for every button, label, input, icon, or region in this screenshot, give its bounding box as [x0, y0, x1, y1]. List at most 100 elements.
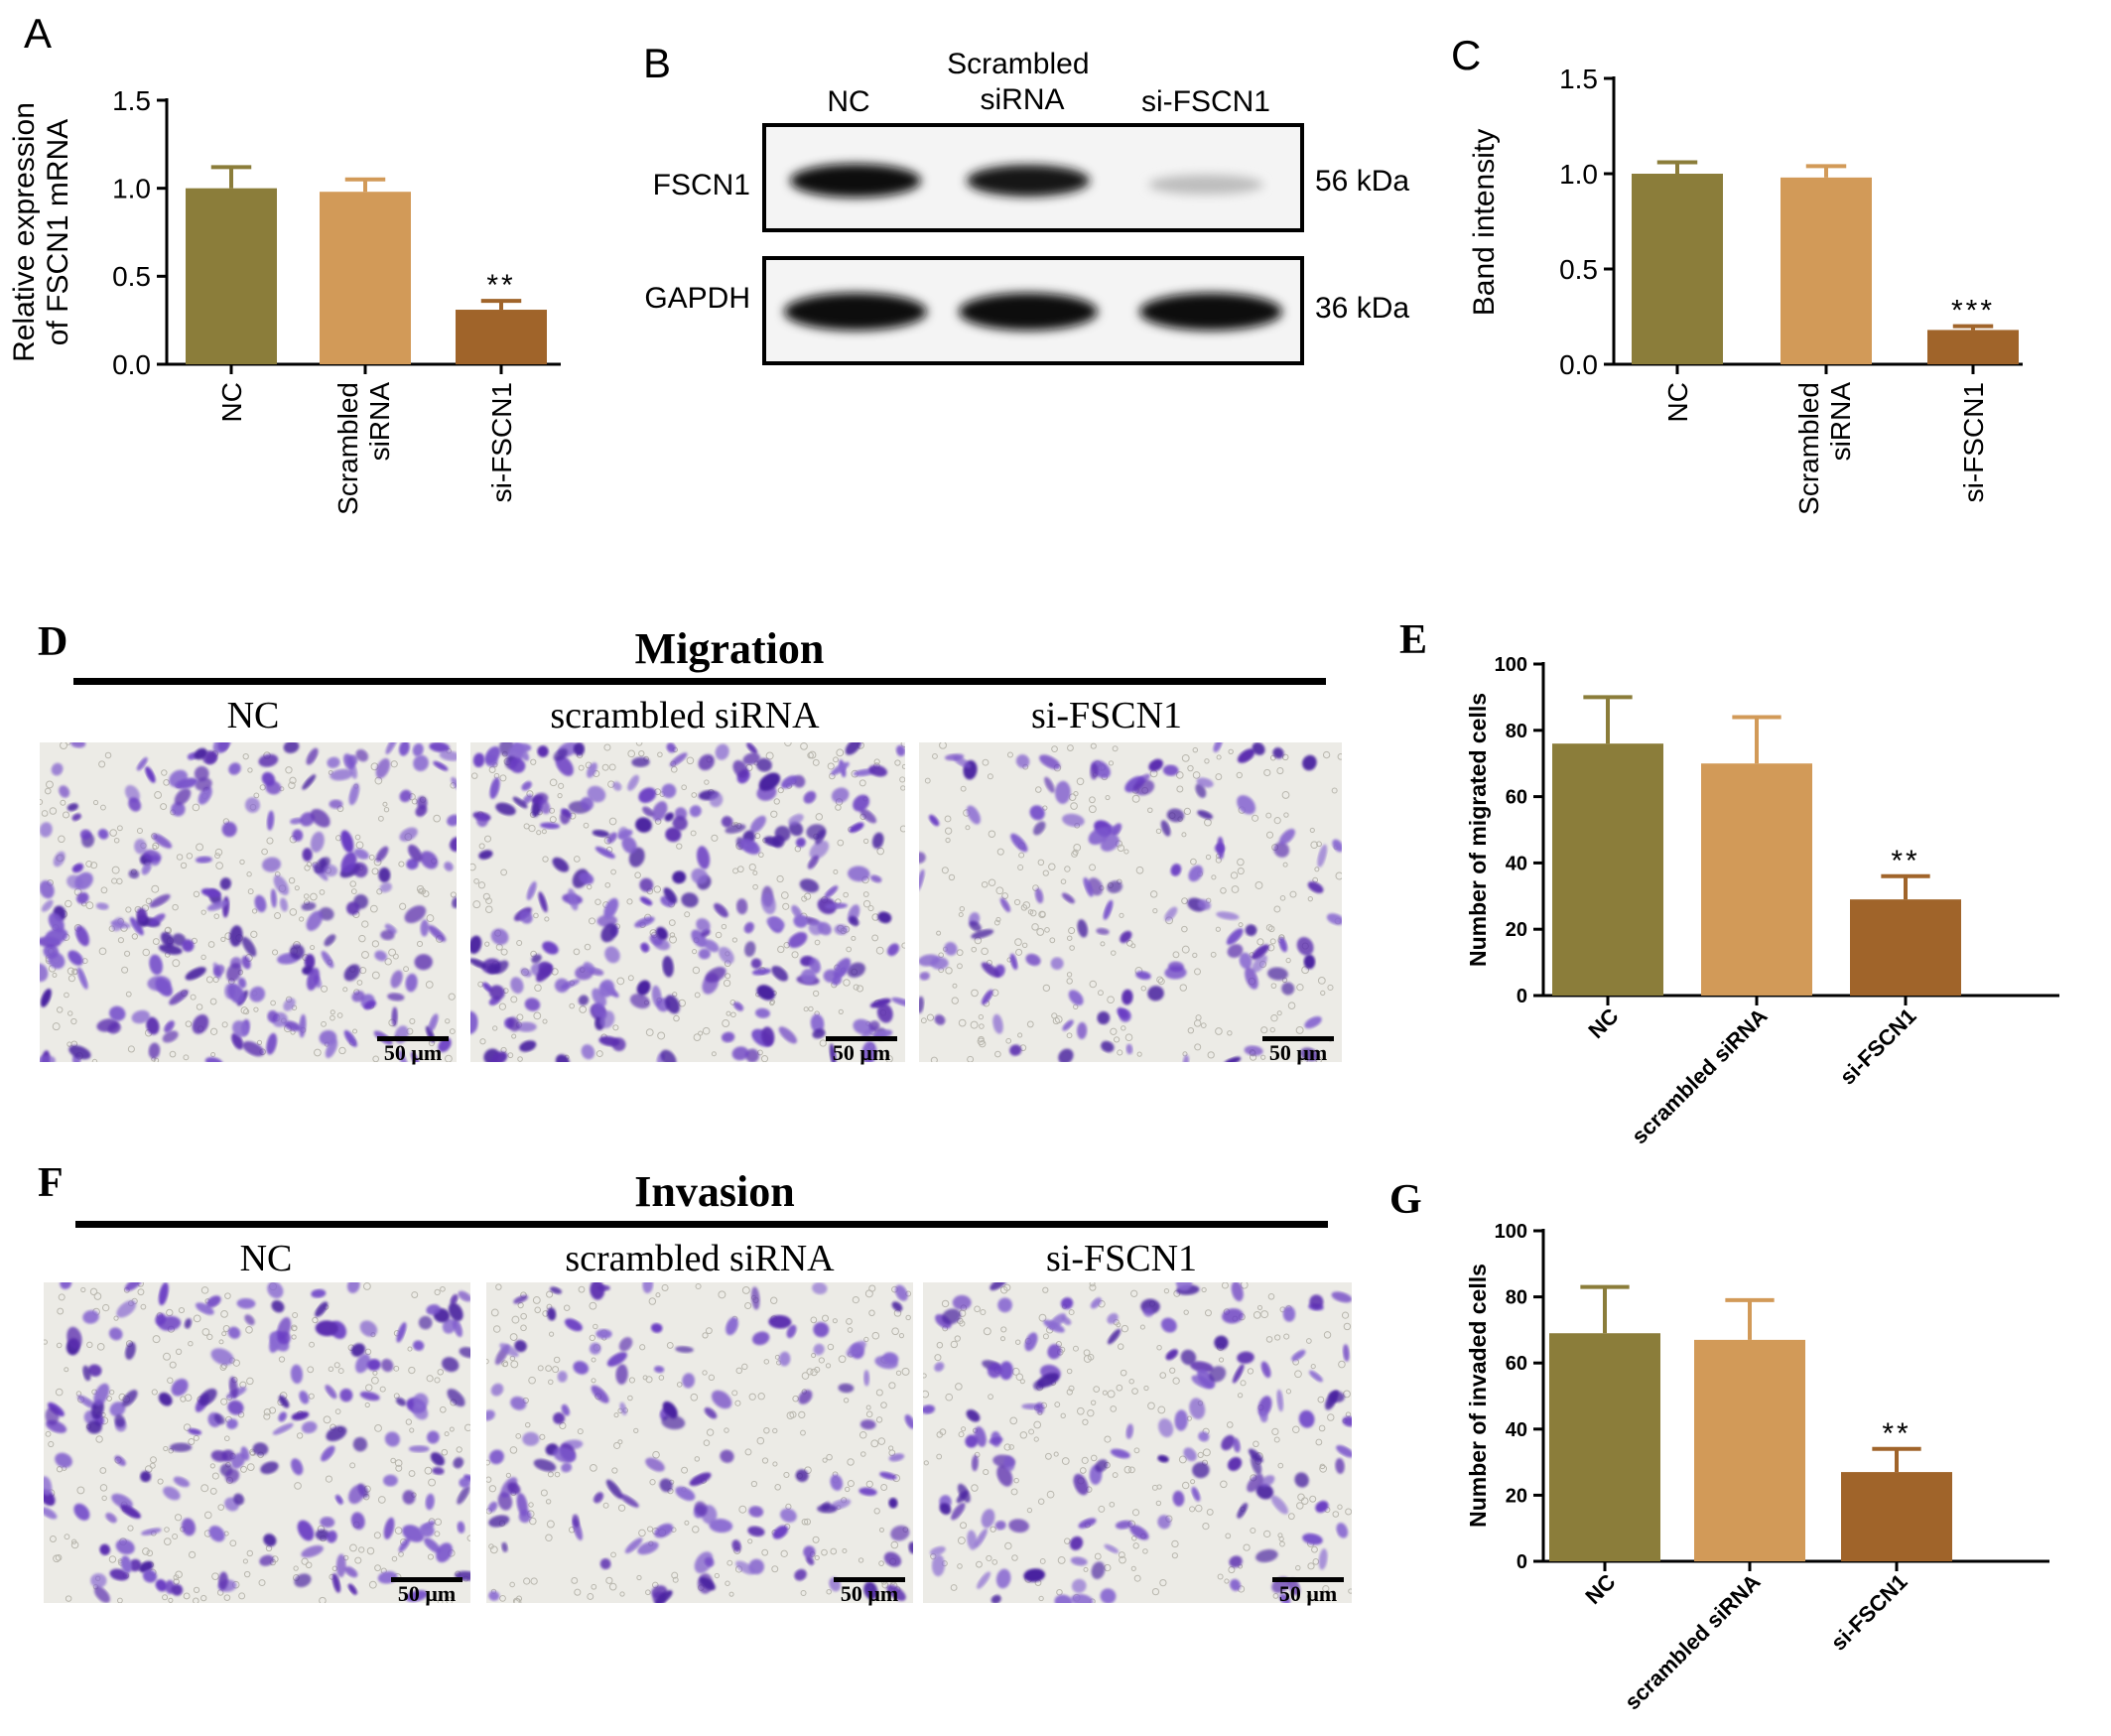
stained-cell: [97, 829, 109, 840]
membrane-pore: [193, 1314, 201, 1323]
membrane-pore: [1183, 1309, 1189, 1315]
stained-cell: [414, 954, 433, 971]
stained-cell: [1302, 754, 1317, 771]
membrane-pore: [1296, 1502, 1304, 1510]
stained-cell: [494, 960, 509, 975]
membrane-pore: [57, 1307, 65, 1315]
stained-cell: [71, 863, 84, 873]
membrane-pore: [211, 1472, 219, 1480]
stained-cell: [263, 1534, 277, 1547]
stained-cell: [890, 1525, 910, 1541]
membrane-pore: [1310, 1363, 1316, 1370]
membrane-pore: [125, 991, 132, 998]
membrane-pore: [1066, 972, 1073, 978]
membrane-pore: [1310, 841, 1319, 850]
stained-cell: [141, 862, 152, 875]
membrane-pore: [99, 1467, 107, 1474]
membrane-pore: [1057, 1556, 1066, 1564]
blot-size-label: 36 kDa: [1315, 292, 1409, 325]
stained-cell: [813, 1322, 830, 1338]
stained-cell: [442, 1318, 457, 1334]
membrane-pore: [826, 1588, 832, 1595]
membrane-pore: [292, 1312, 299, 1319]
membrane-pore: [101, 1495, 107, 1502]
membrane-pore: [1172, 951, 1180, 959]
membrane-pore: [1221, 1282, 1229, 1289]
membrane-pore: [735, 1367, 743, 1375]
membrane-pore: [1005, 1037, 1012, 1044]
stained-cell: [447, 1389, 465, 1407]
stained-cell: [1231, 1282, 1244, 1302]
membrane-pore: [924, 777, 931, 784]
membrane-pore: [1017, 864, 1024, 870]
membrane-pore: [1307, 896, 1313, 902]
stained-cell: [271, 1300, 285, 1313]
membrane-pore: [211, 1572, 219, 1580]
membrane-pore: [1181, 897, 1188, 905]
stained-cell: [587, 785, 606, 803]
scale-bar-label: 50 μm: [398, 1581, 456, 1606]
stained-cell: [408, 844, 423, 863]
membrane-pore: [876, 847, 885, 856]
membrane-pore: [1316, 841, 1322, 848]
stained-cell: [470, 1010, 478, 1034]
stained-cell: [1062, 892, 1075, 904]
membrane-pore: [593, 1323, 598, 1330]
stained-cell: [965, 1434, 979, 1448]
membrane-pore: [440, 1285, 446, 1292]
stained-cell: [786, 1324, 797, 1339]
membrane-pore: [588, 917, 596, 925]
stained-cell: [1071, 1578, 1087, 1593]
membrane-pore: [240, 1465, 247, 1473]
membrane-pore: [1064, 1537, 1071, 1544]
membrane-pore: [995, 886, 1004, 895]
stained-cell: [746, 742, 758, 754]
stained-cell: [109, 1568, 129, 1581]
y-tick-label: 20: [1506, 919, 1527, 941]
bar: [1841, 1472, 1952, 1561]
stained-cell: [750, 1286, 760, 1310]
membrane-pore: [1192, 746, 1199, 753]
stained-cell: [452, 896, 457, 909]
membrane-pore: [407, 1346, 413, 1352]
membrane-pore: [492, 1325, 501, 1333]
membrane-pore: [532, 1296, 541, 1304]
stained-cell: [195, 856, 212, 864]
stained-cell: [1189, 1398, 1206, 1419]
y-tick-label: 1.5: [112, 85, 151, 116]
stained-cell: [444, 862, 454, 871]
stained-cell: [553, 1447, 577, 1463]
stained-cell: [573, 742, 585, 756]
membrane-pore: [352, 1028, 358, 1034]
membrane-pore: [336, 1012, 343, 1018]
stained-cell: [1068, 990, 1084, 1005]
stained-cell: [944, 942, 958, 956]
membrane-pore: [1090, 742, 1097, 749]
membrane-pore: [52, 972, 58, 978]
membrane-pore: [1294, 1370, 1302, 1379]
stained-cell: [249, 986, 266, 1002]
stained-cell: [1191, 1486, 1201, 1502]
membrane-pore: [1159, 1578, 1167, 1587]
y-axis-label: Band intensity: [1468, 129, 1501, 316]
membrane-pore: [867, 905, 874, 912]
membrane-pore: [246, 871, 252, 877]
membrane-pore: [334, 1408, 341, 1414]
stained-cell: [1224, 1056, 1242, 1062]
membrane-pore: [655, 1292, 661, 1298]
membrane-pore: [364, 1402, 370, 1408]
membrane-pore: [771, 1565, 779, 1573]
scale-bar: [826, 1036, 897, 1041]
stained-cell: [237, 977, 247, 989]
stained-cell: [204, 1057, 223, 1062]
membrane-pore: [470, 863, 476, 871]
membrane-pore: [770, 810, 778, 818]
membrane-pore: [485, 897, 492, 905]
stained-cell: [87, 1364, 102, 1377]
membrane-pore: [163, 779, 170, 786]
stained-cell: [350, 1512, 365, 1531]
x-category-label: ScrambledsiRNA: [332, 382, 395, 515]
stained-cell: [638, 787, 657, 803]
scale-bar: [1272, 1577, 1344, 1582]
membrane-pore: [221, 1331, 227, 1337]
